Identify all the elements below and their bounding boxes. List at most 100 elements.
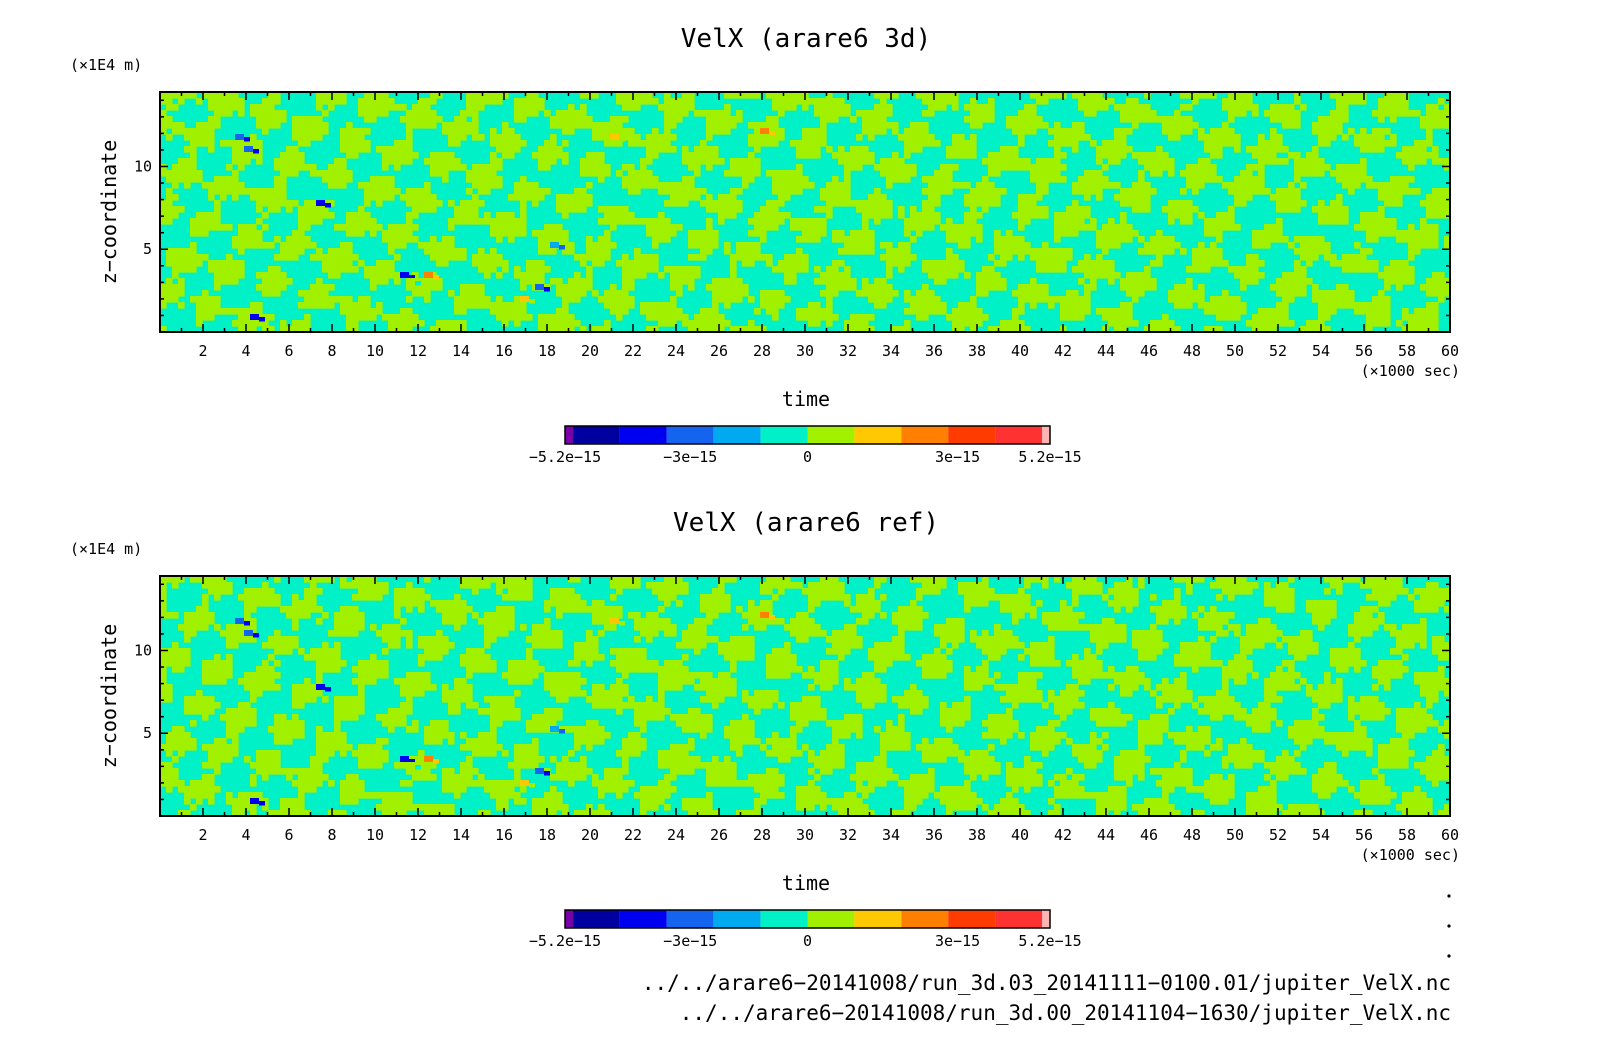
colorbar-tick-label: −5.2e−15	[529, 448, 601, 466]
y-axis: 5 10	[134, 583, 1450, 801]
colorbar-segment	[573, 426, 620, 444]
colorbar-segment	[1042, 426, 1050, 444]
colorbar-segment	[854, 426, 902, 444]
marker-dot	[1447, 894, 1451, 898]
x-tick-label: 10	[366, 826, 384, 844]
x-tick-label: 12	[409, 826, 427, 844]
x-tick-label: 18	[538, 826, 556, 844]
x-tick-label: 30	[796, 342, 814, 360]
marker-dot	[1447, 954, 1451, 958]
y-tick-label: 5	[143, 240, 152, 258]
x-tick-label: 56	[1355, 342, 1373, 360]
heatmap-field	[160, 576, 1450, 816]
colorbar-segment	[901, 426, 949, 444]
x-tick-label: 30	[796, 826, 814, 844]
x-tick-label: 28	[753, 342, 771, 360]
x-axis-label: time	[782, 387, 830, 411]
x-unit-label: (×1000 sec)	[1361, 846, 1460, 864]
x-tick-label: 46	[1140, 342, 1158, 360]
colorbar-tick-label: −3e−15	[663, 932, 717, 950]
heatmap-field	[160, 92, 1450, 332]
colorbar-segment	[807, 910, 855, 928]
colorbar-segment	[760, 426, 808, 444]
x-unit-label: (×1000 sec)	[1361, 362, 1460, 380]
y-axis-label: z−coordinate	[97, 140, 121, 285]
x-tick-label: 2	[198, 342, 207, 360]
x-tick-label: 22	[624, 826, 642, 844]
y-unit-label: (×1E4 m)	[70, 56, 142, 74]
y-axis: 5 10	[134, 99, 1450, 317]
x-tick-label: 56	[1355, 826, 1373, 844]
x-tick-label: 28	[753, 826, 771, 844]
colorbar-segment	[948, 426, 996, 444]
x-tick-label: 42	[1054, 342, 1072, 360]
colorbar-segment	[995, 910, 1042, 928]
y-tick-label: 10	[134, 157, 152, 175]
colorbar-segment	[995, 426, 1042, 444]
colorbar-tick-label: 0	[803, 448, 812, 466]
colorbar: −5.2e−15 −3e−15 0 3e−15 5.2e−15	[529, 909, 1082, 950]
colorbar-tick-label: 5.2e−15	[1018, 932, 1081, 950]
x-tick-label: 48	[1183, 342, 1201, 360]
x-tick-label: 50	[1226, 342, 1244, 360]
x-tick-label: 12	[409, 342, 427, 360]
x-tick-label: 24	[667, 826, 685, 844]
x-tick-label: 38	[968, 342, 986, 360]
colorbar-segment	[573, 910, 620, 928]
x-tick-label: 54	[1312, 826, 1330, 844]
x-tick-label: 32	[839, 826, 857, 844]
x-tick-label: 34	[882, 342, 900, 360]
x-tick-label: 6	[284, 342, 293, 360]
colorbar-segment	[948, 910, 996, 928]
y-tick-label: 5	[143, 724, 152, 742]
x-tick-label: 58	[1398, 342, 1416, 360]
x-tick-label: 40	[1011, 342, 1029, 360]
colorbar-tick-label: −5.2e−15	[529, 932, 601, 950]
x-tick-label: 20	[581, 342, 599, 360]
x-tick-label: 36	[925, 826, 943, 844]
colorbar-segment	[713, 910, 761, 928]
x-axis-label: time	[782, 871, 830, 895]
heatmap-area	[159, 91, 1451, 333]
x-tick-label: 26	[710, 342, 728, 360]
x-tick-label: 50	[1226, 826, 1244, 844]
x-tick-label: 52	[1269, 826, 1287, 844]
x-tick-label: 44	[1097, 826, 1115, 844]
x-tick-label: 8	[327, 342, 336, 360]
colorbar-segment	[1042, 910, 1050, 928]
x-axis: 2 4 6 8 10 12 14 16 18 20 22 24 26 28 30 32 34 36 38 40 42 44…	[180, 576, 1459, 844]
x-tick-label: 60	[1441, 826, 1459, 844]
colorbar-tick-label: 0	[803, 932, 812, 950]
file-path-2: ../../arare6−20141008/run_3d.00_20141104…	[680, 1001, 1451, 1025]
marker-dot	[1447, 924, 1451, 928]
x-tick-label: 32	[839, 342, 857, 360]
file-path-1: ../../arare6−20141008/run_3d.03_20141111…	[642, 971, 1451, 995]
x-tick-label: 58	[1398, 826, 1416, 844]
x-tick-label: 60	[1441, 342, 1459, 360]
x-tick-label: 48	[1183, 826, 1201, 844]
colorbar-segment	[565, 426, 573, 444]
colorbar: −5.2e−15 −3e−15 0 3e−15 5.2e−15	[529, 425, 1082, 466]
colorbar-tick-label: 3e−15	[935, 932, 980, 950]
x-tick-label: 16	[495, 826, 513, 844]
x-tick-label: 42	[1054, 826, 1072, 844]
colorbar-segment	[666, 910, 714, 928]
colorbar-tick-label: 3e−15	[935, 448, 980, 466]
x-tick-label: 4	[241, 826, 250, 844]
x-tick-label: 26	[710, 826, 728, 844]
x-tick-label: 4	[241, 342, 250, 360]
x-tick-label: 18	[538, 342, 556, 360]
x-tick-label: 6	[284, 826, 293, 844]
colorbar-segment	[619, 910, 667, 928]
colorbar-tick-label: −3e−15	[663, 448, 717, 466]
x-tick-label: 24	[667, 342, 685, 360]
colorbar-segment	[807, 426, 855, 444]
x-tick-label: 38	[968, 826, 986, 844]
x-tick-label: 54	[1312, 342, 1330, 360]
x-tick-label: 16	[495, 342, 513, 360]
x-tick-label: 8	[327, 826, 336, 844]
panel-top: VelX (arare6 3d) (×1E4 m) 2 4 6 8 10 12 14 16 18…	[70, 24, 1460, 466]
panel-title: VelX (arare6 3d)	[681, 24, 931, 54]
colorbar-segment	[666, 426, 714, 444]
